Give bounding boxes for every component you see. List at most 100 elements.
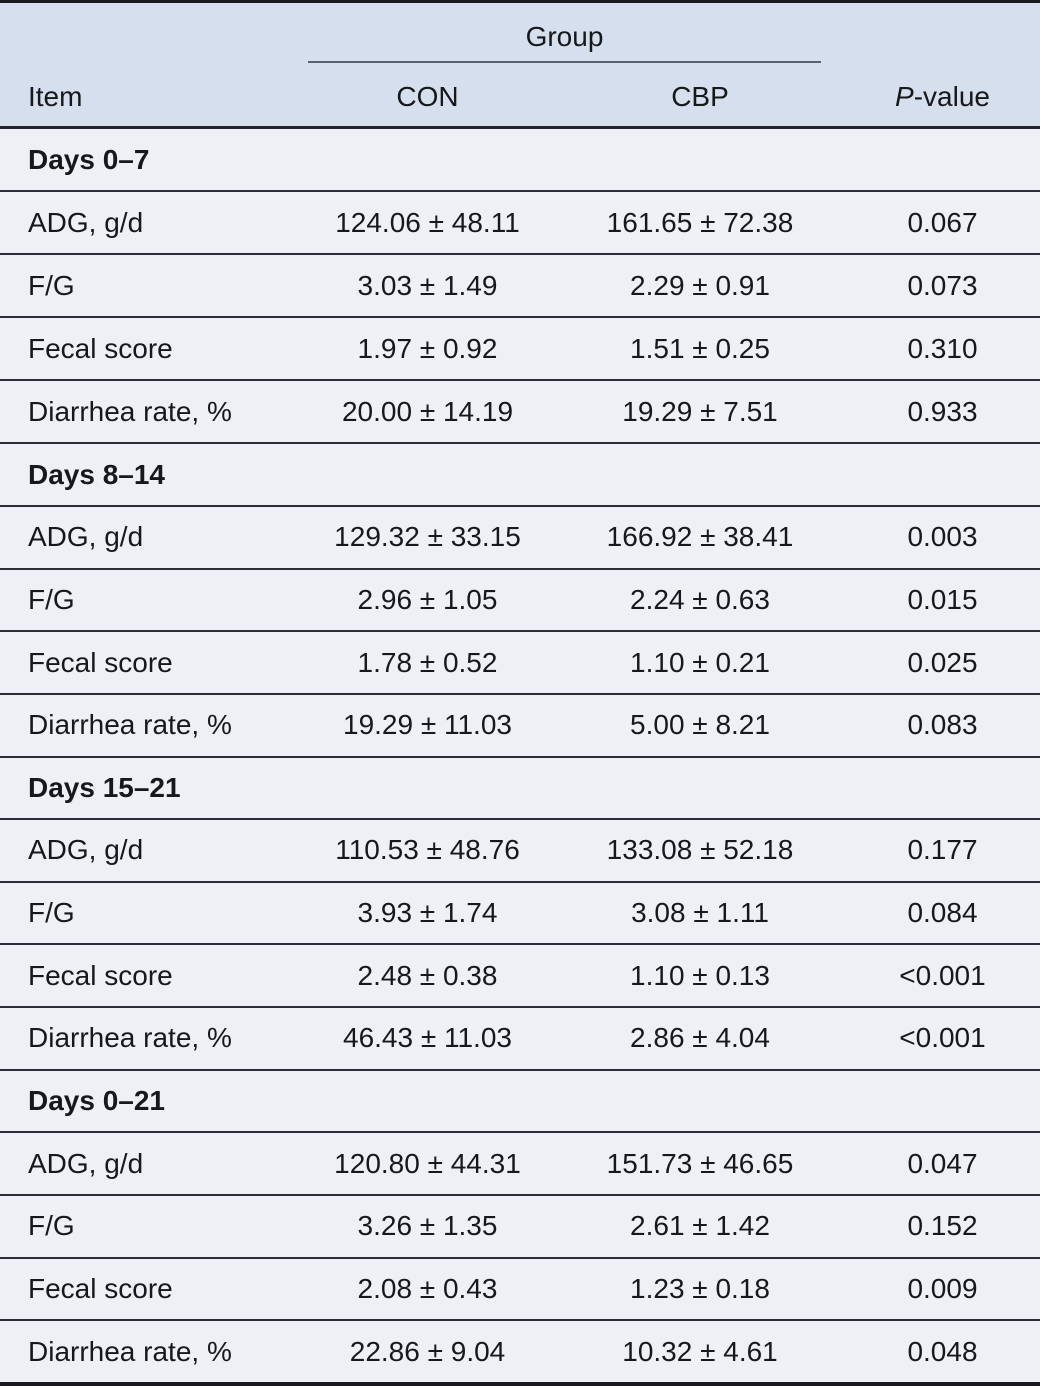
con-value: 120.80 ± 44.31 bbox=[334, 1147, 521, 1179]
table-row: ADG, g/d 110.53 ± 48.76 133.08 ± 52.18 0… bbox=[0, 818, 1040, 881]
p-value: 0.310 bbox=[907, 332, 978, 364]
table-row: Diarrhea rate, % 19.29 ± 11.03 5.00 ± 8.… bbox=[0, 692, 1040, 756]
table-row: Diarrhea rate, % 20.00 ± 14.19 19.29 ± 7… bbox=[0, 379, 1040, 442]
p-value: <0.001 bbox=[899, 959, 986, 991]
p-value: 0.009 bbox=[907, 1273, 978, 1305]
row-item-label: F/G bbox=[28, 1210, 75, 1242]
row-item-label: Diarrhea rate, % bbox=[28, 1335, 232, 1367]
table-body: Days 0–7 ADG, g/d 124.06 ± 48.11 161.65 … bbox=[0, 129, 1040, 1382]
pvalue-italic-p: P bbox=[895, 80, 914, 112]
cbp-value: 5.00 ± 8.21 bbox=[630, 709, 770, 741]
con-value: 2.96 ± 1.05 bbox=[357, 583, 498, 615]
section-label: Days 0–21 bbox=[28, 1085, 166, 1117]
cbp-value: 161.65 ± 72.38 bbox=[606, 206, 794, 238]
con-value: 129.32 ± 33.15 bbox=[334, 521, 521, 553]
cbp-value: 133.08 ± 52.18 bbox=[606, 834, 794, 866]
row-item-label: F/G bbox=[28, 269, 75, 301]
column-header-row: Item CON CBP P-value bbox=[0, 63, 1040, 126]
con-value: 20.00 ± 14.19 bbox=[341, 395, 514, 427]
table-row: ADG, g/d 129.32 ± 33.15 166.92 ± 38.41 0… bbox=[0, 504, 1040, 568]
section-header-row: Days 15–21 bbox=[0, 755, 1040, 819]
cbp-value: 151.73 ± 46.65 bbox=[606, 1147, 794, 1179]
section-header-row: Days 0–21 bbox=[0, 1068, 1040, 1132]
p-value: 0.067 bbox=[907, 206, 978, 238]
p-value: 0.025 bbox=[907, 646, 978, 678]
section-days-15-21: Days 15–21 ADG, g/d 110.53 ± 48.76 133.0… bbox=[0, 755, 1040, 1069]
con-value: 1.97 ± 0.92 bbox=[357, 332, 498, 364]
cbp-value: 1.10 ± 0.13 bbox=[630, 959, 770, 991]
p-value: 0.073 bbox=[907, 269, 978, 301]
con-value: 22.86 ± 9.04 bbox=[349, 1335, 506, 1367]
table-row: ADG, g/d 124.06 ± 48.11 161.65 ± 72.38 0… bbox=[0, 190, 1040, 253]
cbp-value: 1.51 ± 0.25 bbox=[630, 332, 770, 364]
table-row: ADG, g/d 120.80 ± 44.31 151.73 ± 46.65 0… bbox=[0, 1131, 1040, 1194]
p-value: 0.933 bbox=[907, 395, 978, 427]
section-days-0-21: Days 0–21 ADG, g/d 120.80 ± 44.31 151.73… bbox=[0, 1068, 1040, 1382]
row-item-label: ADG, g/d bbox=[28, 206, 144, 238]
section-days-8-14: Days 8–14 ADG, g/d 129.32 ± 33.15 166.92… bbox=[0, 442, 1040, 755]
cbp-value: 2.61 ± 1.42 bbox=[630, 1210, 770, 1242]
table-row: Fecal score 1.78 ± 0.52 1.10 ± 0.21 0.02… bbox=[0, 630, 1040, 693]
table-row: Fecal score 2.08 ± 0.43 1.23 ± 0.18 0.00… bbox=[0, 1256, 1040, 1320]
cbp-value: 19.29 ± 7.51 bbox=[622, 395, 778, 427]
column-header-pvalue: P-value bbox=[845, 81, 1040, 113]
con-value: 124.06 ± 48.11 bbox=[335, 206, 520, 238]
row-item-label: Diarrhea rate, % bbox=[28, 709, 232, 741]
section-header-row: Days 0–7 bbox=[0, 129, 1040, 190]
p-value: 0.152 bbox=[907, 1210, 978, 1242]
row-item-label: Fecal score bbox=[28, 332, 173, 364]
section-days-0-7: Days 0–7 ADG, g/d 124.06 ± 48.11 161.65 … bbox=[0, 129, 1040, 442]
row-item-label: Fecal score bbox=[28, 959, 173, 991]
group-span-rule bbox=[308, 61, 821, 63]
row-item-label: F/G bbox=[28, 897, 75, 929]
table-header: Group Item CON CBP P-value bbox=[0, 3, 1040, 129]
con-value: 3.26 ± 1.35 bbox=[357, 1210, 498, 1242]
row-item-label: Diarrhea rate, % bbox=[28, 395, 232, 427]
p-value: 0.177 bbox=[907, 834, 978, 866]
con-value: 3.03 ± 1.49 bbox=[357, 269, 498, 301]
section-label: Days 8–14 bbox=[28, 458, 166, 490]
p-value: 0.015 bbox=[907, 583, 978, 615]
p-value: <0.001 bbox=[899, 1022, 986, 1054]
table-row: Fecal score 2.48 ± 0.38 1.10 ± 0.13 <0.0… bbox=[0, 943, 1040, 1006]
row-item-label: ADG, g/d bbox=[28, 834, 144, 866]
row-item-label: F/G bbox=[28, 583, 75, 615]
table-row: F/G 3.26 ± 1.35 2.61 ± 1.42 0.152 bbox=[0, 1194, 1040, 1257]
column-header-item: Item bbox=[28, 80, 83, 112]
table-row: Diarrhea rate, % 46.43 ± 11.03 2.86 ± 4.… bbox=[0, 1006, 1040, 1069]
section-label: Days 0–7 bbox=[28, 143, 150, 175]
cbp-value: 166.92 ± 38.41 bbox=[606, 521, 794, 553]
con-value: 110.53 ± 48.76 bbox=[335, 834, 520, 866]
table-row: F/G 3.03 ± 1.49 2.29 ± 0.91 0.073 bbox=[0, 253, 1040, 316]
group-header-row: Group bbox=[0, 3, 1040, 63]
group-column-span-label: Group bbox=[525, 21, 604, 52]
p-value: 0.003 bbox=[907, 521, 978, 553]
p-value: 0.047 bbox=[907, 1147, 978, 1179]
con-value: 3.93 ± 1.74 bbox=[357, 897, 498, 929]
row-item-label: Fecal score bbox=[28, 646, 173, 678]
table-row: F/G 3.93 ± 1.74 3.08 ± 1.11 0.084 bbox=[0, 880, 1040, 944]
column-header-cbp: CBP bbox=[671, 80, 729, 112]
p-value: 0.084 bbox=[907, 897, 978, 929]
cbp-value: 1.10 ± 0.21 bbox=[630, 646, 770, 678]
con-value: 46.43 ± 11.03 bbox=[343, 1022, 512, 1054]
cbp-value: 3.08 ± 1.11 bbox=[631, 897, 769, 929]
section-label: Days 15–21 bbox=[28, 771, 181, 803]
con-value: 2.08 ± 0.43 bbox=[357, 1273, 498, 1305]
p-value: 0.083 bbox=[907, 709, 978, 741]
cbp-value: 2.86 ± 4.04 bbox=[630, 1022, 770, 1054]
row-item-label: ADG, g/d bbox=[28, 1147, 144, 1179]
section-header-row: Days 8–14 bbox=[0, 442, 1040, 505]
p-value: 0.048 bbox=[907, 1335, 978, 1367]
column-header-con: CON bbox=[396, 80, 459, 112]
con-value: 1.78 ± 0.52 bbox=[357, 646, 498, 678]
cbp-value: 1.23 ± 0.18 bbox=[630, 1273, 770, 1305]
row-item-label: Fecal score bbox=[28, 1273, 173, 1305]
con-value: 19.29 ± 11.03 bbox=[343, 709, 512, 741]
con-value: 2.48 ± 0.38 bbox=[357, 959, 498, 991]
table-row: F/G 2.96 ± 1.05 2.24 ± 0.63 0.015 bbox=[0, 567, 1040, 631]
row-item-label: ADG, g/d bbox=[28, 521, 144, 553]
row-item-label: Diarrhea rate, % bbox=[28, 1022, 232, 1054]
table-row: Fecal score 1.97 ± 0.92 1.51 ± 0.25 0.31… bbox=[0, 316, 1040, 379]
